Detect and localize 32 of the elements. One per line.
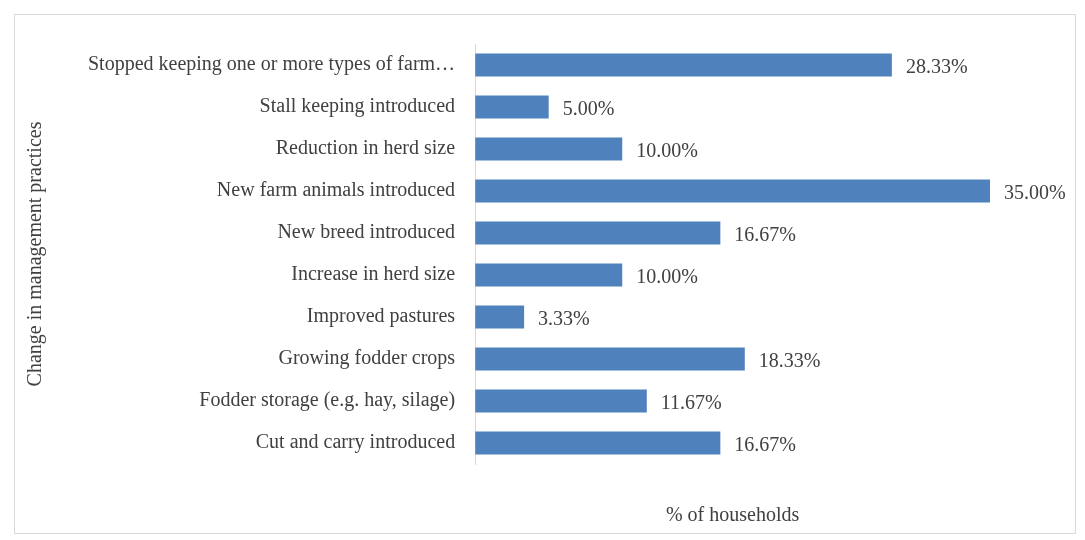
y-tick-label: Stopped keeping one or more types of farm… (87, 52, 456, 76)
y-tick-label: Reduction in herd size (275, 136, 456, 159)
y-axis-title: Change in management practices (23, 121, 47, 387)
data-label: 35.00% (1004, 181, 1066, 204)
x-axis-title: % of households (665, 503, 800, 526)
bar (475, 53, 892, 77)
bar (475, 137, 623, 161)
data-label: 28.33% (905, 55, 968, 78)
y-tick-label: Increase in herd size (291, 262, 456, 285)
bar (475, 221, 721, 245)
y-tick-label: Fodder storage (e.g. hay, silage) (199, 388, 456, 412)
data-label: 11.67% (660, 391, 722, 414)
y-tick-label: New farm animals introduced (216, 178, 456, 201)
bar (475, 389, 647, 413)
bar (475, 431, 721, 455)
bar (475, 305, 525, 329)
data-label: 3.33% (538, 307, 590, 330)
y-tick-label: Growing fodder crops (278, 346, 456, 370)
bar (475, 95, 549, 119)
data-label: 5.00% (562, 97, 615, 120)
data-label: 10.00% (636, 139, 698, 162)
data-label: 18.33% (758, 349, 821, 372)
y-tick-label: Stall keeping introduced (259, 94, 456, 118)
bar (475, 347, 745, 371)
data-label: 16.67% (734, 223, 797, 246)
y-tick-label: Cut and carry introduced (255, 430, 456, 454)
y-tick-label: Improved pastures (306, 304, 456, 328)
bar (475, 179, 990, 203)
data-label: 10.00% (636, 265, 698, 288)
data-label: 16.67% (734, 433, 797, 456)
bar (475, 263, 623, 287)
y-tick-label: New breed introduced (277, 220, 456, 243)
